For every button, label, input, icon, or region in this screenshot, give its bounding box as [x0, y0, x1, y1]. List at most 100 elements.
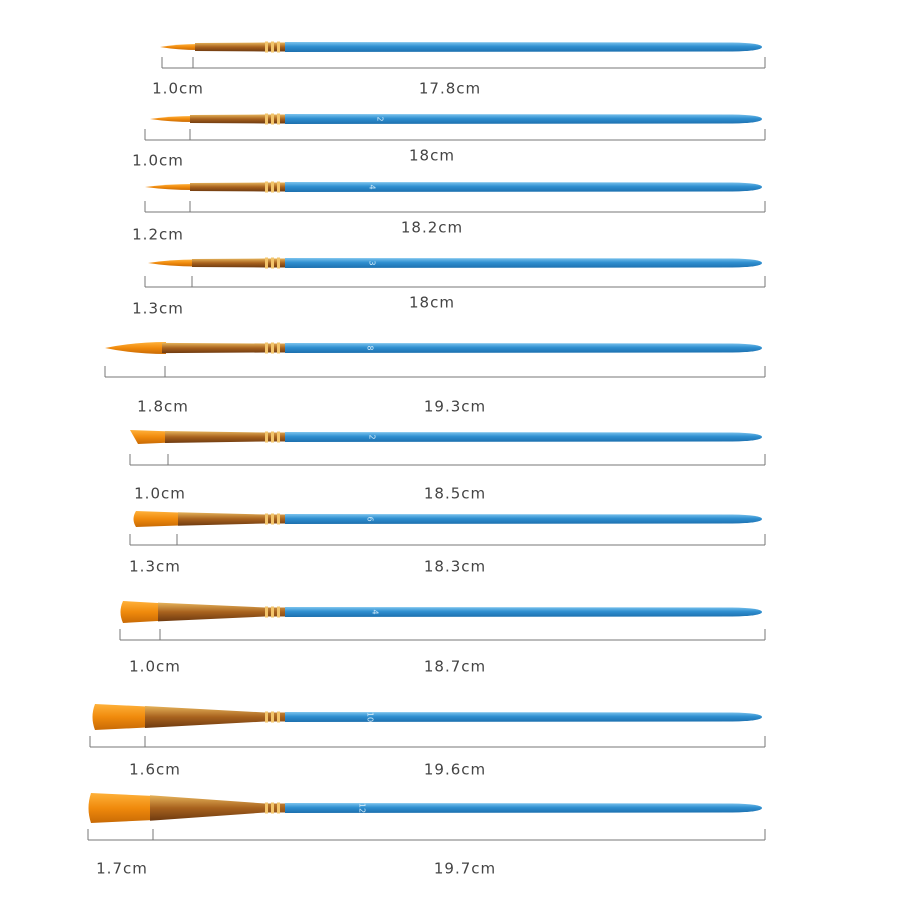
ferrule: [190, 114, 285, 124]
tip-length-label: 1.0cm: [134, 485, 186, 503]
total-length-label: 18.2cm: [401, 219, 463, 237]
ferrule: [178, 512, 285, 526]
ferrule-band: [265, 711, 268, 723]
tip-length-label: 1.2cm: [132, 226, 184, 244]
brush: 10 1.6cm 19.6cm: [89, 704, 766, 779]
bristles: [148, 259, 196, 267]
bristles: [88, 793, 154, 823]
ferrule-band: [277, 181, 280, 193]
handle: [285, 432, 762, 442]
handle-number: 10: [366, 712, 375, 722]
brush: 6 1.3cm 18.3cm: [129, 511, 766, 576]
total-length-label: 18.3cm: [424, 558, 486, 576]
ferrule: [165, 431, 285, 443]
ferrule-band: [277, 41, 280, 53]
total-length-label: 18.5cm: [424, 485, 486, 503]
brush: 12 1.7cm 19.7cm: [87, 793, 766, 878]
ferrule-band: [277, 513, 280, 525]
ferrule-band: [271, 181, 274, 193]
ferrule-band: [265, 342, 268, 354]
brush: 8 1.8cm 19.3cm: [104, 342, 766, 416]
ferrule-band: [277, 431, 280, 443]
handle: [285, 514, 762, 524]
handle: [285, 114, 762, 124]
ferrule-band: [271, 513, 274, 525]
ferrule: [158, 602, 285, 622]
ferrule: [145, 705, 285, 729]
brush: 2 1.0cm 18cm: [132, 113, 766, 170]
ferrule: [192, 258, 285, 268]
ferrule-band: [271, 431, 274, 443]
total-length-label: 18cm: [409, 294, 455, 312]
handle-number: 4: [368, 184, 377, 189]
handle-number: 12: [358, 803, 367, 813]
handle: [285, 803, 762, 813]
ferrule-band: [271, 113, 274, 125]
tip-length-label: 1.7cm: [96, 860, 148, 878]
tip-length-label: 1.3cm: [129, 558, 181, 576]
ferrule-band: [277, 257, 280, 269]
total-length-label: 19.3cm: [424, 398, 486, 416]
tip-length-label: 1.6cm: [129, 761, 181, 779]
handle: [285, 343, 762, 353]
handle-number: 2: [376, 116, 385, 121]
handle-number: 3: [368, 260, 377, 265]
bristles: [133, 511, 182, 527]
handle-number: 2: [368, 434, 377, 439]
ferrule-band: [265, 181, 268, 193]
bristles: [145, 184, 194, 190]
ferrule-band: [265, 41, 268, 53]
handle: [285, 258, 762, 268]
total-length-label: 17.8cm: [419, 80, 481, 98]
tip-length-label: 1.0cm: [129, 658, 181, 676]
ferrule: [195, 42, 285, 52]
handle: [285, 42, 762, 52]
ferrule-band: [277, 711, 280, 723]
tip-length-label: 1.3cm: [132, 300, 184, 318]
total-length-label: 18.7cm: [424, 658, 486, 676]
tip-length-label: 1.0cm: [132, 152, 184, 170]
bristles: [160, 44, 199, 50]
ferrule-band: [271, 41, 274, 53]
ferrule-band: [271, 711, 274, 723]
ferrule-band: [265, 257, 268, 269]
brush: 4 1.2cm 18.2cm: [132, 181, 766, 244]
total-length-label: 18cm: [409, 147, 455, 165]
handle: [285, 607, 762, 617]
ferrule-band: [271, 606, 274, 618]
ferrule-band: [265, 606, 268, 618]
handle: [285, 182, 762, 192]
tip-length-label: 1.8cm: [137, 398, 189, 416]
brush: 4 1.0cm 18.7cm: [119, 601, 766, 676]
ferrule: [162, 342, 285, 354]
handle: [285, 712, 762, 722]
bristles: [105, 342, 166, 354]
brush: 1.0cm 17.8cm: [152, 41, 766, 98]
ferrule: [190, 182, 285, 192]
bristles: [120, 601, 162, 623]
ferrule-band: [277, 606, 280, 618]
total-length-label: 19.6cm: [424, 761, 486, 779]
ferrule-band: [265, 802, 268, 814]
brush: 2 1.0cm 18.5cm: [129, 430, 766, 503]
ferrule-band: [271, 257, 274, 269]
ferrule-band: [271, 342, 274, 354]
bristles: [92, 704, 149, 730]
ferrule-band: [277, 342, 280, 354]
handle-number: 8: [366, 345, 375, 350]
handle-number: 4: [371, 609, 380, 614]
ferrule-band: [265, 113, 268, 125]
ferrule-band: [265, 431, 268, 443]
ferrule-band: [277, 802, 280, 814]
bristles: [130, 430, 169, 444]
handle-number: 6: [366, 516, 375, 521]
ferrule-band: [277, 113, 280, 125]
ferrule: [150, 795, 285, 821]
brush: 3 1.3cm 18cm: [132, 257, 766, 318]
ferrule-band: [265, 513, 268, 525]
total-length-label: 19.7cm: [434, 860, 496, 878]
bristles: [150, 116, 194, 122]
tip-length-label: 1.0cm: [152, 80, 204, 98]
ferrule-band: [271, 802, 274, 814]
